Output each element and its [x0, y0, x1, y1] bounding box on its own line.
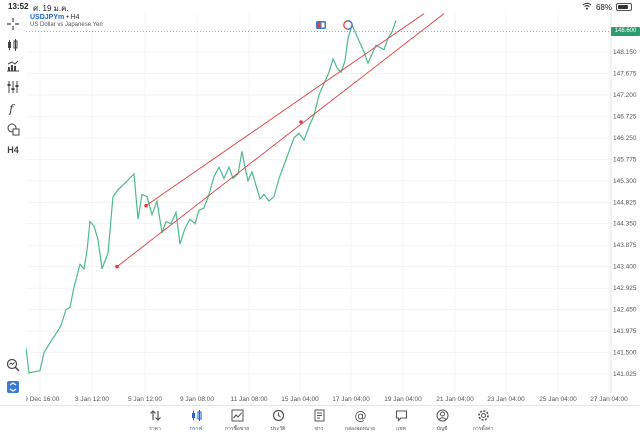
tab-label: กล่องจดหมาย [344, 426, 376, 432]
tab-label: แชท [396, 426, 406, 432]
x-tick-label: 9 Jan 08:00 [180, 396, 214, 403]
y-tick-label: 142.450 [613, 307, 637, 314]
tab-account[interactable]: บัญชี [422, 409, 462, 433]
trend-channel-lower [116, 13, 445, 268]
tab-mailbox[interactable]: @ กล่องจดหมาย [340, 409, 380, 433]
bottom-tab-bar: ราคา กราฟ การซื้อขาย ประวัติ ข่าว @ กล่อ… [0, 405, 640, 447]
tab-chat[interactable]: แชท [381, 409, 421, 433]
indicators-icon[interactable] [4, 58, 22, 74]
y-tick-label: 146.725 [613, 113, 637, 120]
x-tick-label: 29 Dec 16:00 [26, 396, 60, 403]
tab-label: ประวัติ [270, 426, 286, 432]
x-tick-label: 3 Jan 12:00 [75, 396, 109, 403]
x-tick-label: 11 Jan 08:00 [230, 396, 267, 403]
y-tick-label: 141.975 [613, 328, 637, 335]
objects-icon[interactable] [4, 79, 22, 95]
function-icon[interactable]: f [4, 100, 22, 116]
x-tick-label: 21 Jan 04:00 [436, 396, 474, 403]
tab-history[interactable]: ประวัติ [258, 409, 298, 433]
y-tick-label: 147.675 [613, 70, 637, 77]
x-tick-label: 17 Jan 04:00 [332, 396, 370, 403]
tab-label: ราคา [149, 426, 161, 432]
status-date: ศ. 19 ม.ค. [33, 4, 69, 13]
symbol-timeframe: • H4 [66, 14, 80, 21]
tab-quotes[interactable]: ราคา [135, 409, 175, 433]
zoom-icon[interactable] [4, 357, 22, 373]
x-tick-label: 23 Jan 04:00 [487, 396, 525, 403]
tab-label: กราฟ [189, 426, 203, 432]
x-tick-label: 5 Jan 12:00 [128, 396, 162, 403]
shapes-icon[interactable] [4, 121, 22, 137]
y-tick-label: 145.300 [613, 178, 637, 185]
y-tick-label: 148.150 [613, 49, 637, 56]
channel-anchor-point [144, 203, 148, 208]
chart-icon [191, 410, 201, 421]
y-tick-label: 144.350 [613, 221, 637, 228]
y-tick-label: 143.400 [613, 264, 637, 271]
y-tick-label: 143.875 [613, 242, 637, 249]
tab-trade[interactable]: การซื้อขาย [217, 409, 257, 433]
settings-icon [477, 410, 489, 421]
y-tick-label: 147.200 [613, 92, 637, 99]
y-tick-label: 146.250 [613, 135, 637, 142]
channel-anchor-point [299, 120, 303, 124]
account-icon [436, 409, 448, 422]
news-icon [314, 409, 324, 422]
price-chart[interactable]: 148.150 147.675 147.200 146.725 146.250 145.7… [26, 13, 640, 405]
svg-text:@: @ [354, 409, 366, 422]
chart-type-icon[interactable] [4, 37, 22, 53]
signal-icon[interactable] [343, 20, 353, 30]
symbol-line: USDJPYm • H4 [30, 14, 103, 21]
quotes-icon [149, 410, 161, 421]
chart-toolbar: f H4 [0, 13, 26, 393]
timeframe-button[interactable]: H4 [7, 145, 19, 155]
x-tick-label: 27 Jan 04:00 [590, 396, 628, 403]
status-right: 68% [582, 2, 632, 12]
x-tick-label: 25 Jan 04:00 [539, 396, 577, 403]
crosshair-icon[interactable] [4, 16, 22, 32]
chat-icon [395, 410, 407, 422]
one-click-trading-icon[interactable] [316, 20, 326, 30]
y-tick-label: 142.925 [613, 285, 637, 292]
chart-svg: 148.150 147.675 147.200 146.725 146.250 145.7… [26, 13, 637, 403]
trade-icon [231, 409, 243, 422]
tab-label: บัญชี [436, 426, 448, 432]
price-line-series [26, 20, 397, 374]
x-tick-label: 19 Jan 04:00 [384, 396, 422, 403]
status-time: 13:52 [8, 2, 29, 11]
svg-text:f: f [8, 102, 16, 115]
history-icon [272, 409, 284, 422]
tab-settings[interactable]: การตั้งค่า [463, 409, 503, 433]
y-tick-label: 141.025 [613, 371, 637, 378]
tab-label: ข่าว [314, 426, 324, 432]
current-price-tag: 148.600 [611, 27, 640, 37]
symbol-name[interactable]: USDJPYm [30, 14, 65, 21]
tab-label: การตั้งค่า [472, 426, 494, 432]
y-tick-label: 144.825 [613, 199, 637, 206]
battery-percent: 68% [595, 2, 612, 12]
y-tick-label: 145.775 [613, 156, 637, 163]
chart-header: USDJPYm • H4 US Dollar vs Japanese Yen [30, 14, 103, 28]
symbol-description: US Dollar vs Japanese Yen [30, 22, 103, 28]
mailbox-icon: @ [354, 409, 366, 422]
battery-icon [616, 3, 632, 11]
tab-chart[interactable]: กราฟ [176, 409, 216, 433]
trade-panel-icon[interactable] [4, 379, 22, 395]
x-tick-label: 15 Jan 04:00 [281, 396, 319, 403]
y-tick-label: 141.500 [613, 350, 637, 357]
wifi-icon [582, 2, 592, 12]
status-bar: 13:52 ศ. 19 ม.ค. 68% [0, 0, 640, 13]
tab-label: การซื้อขาย [224, 426, 250, 432]
tab-news[interactable]: ข่าว [299, 409, 339, 433]
trend-channel-upper [145, 13, 425, 207]
channel-anchor-point [115, 264, 119, 269]
chart-header-icons [316, 20, 353, 30]
